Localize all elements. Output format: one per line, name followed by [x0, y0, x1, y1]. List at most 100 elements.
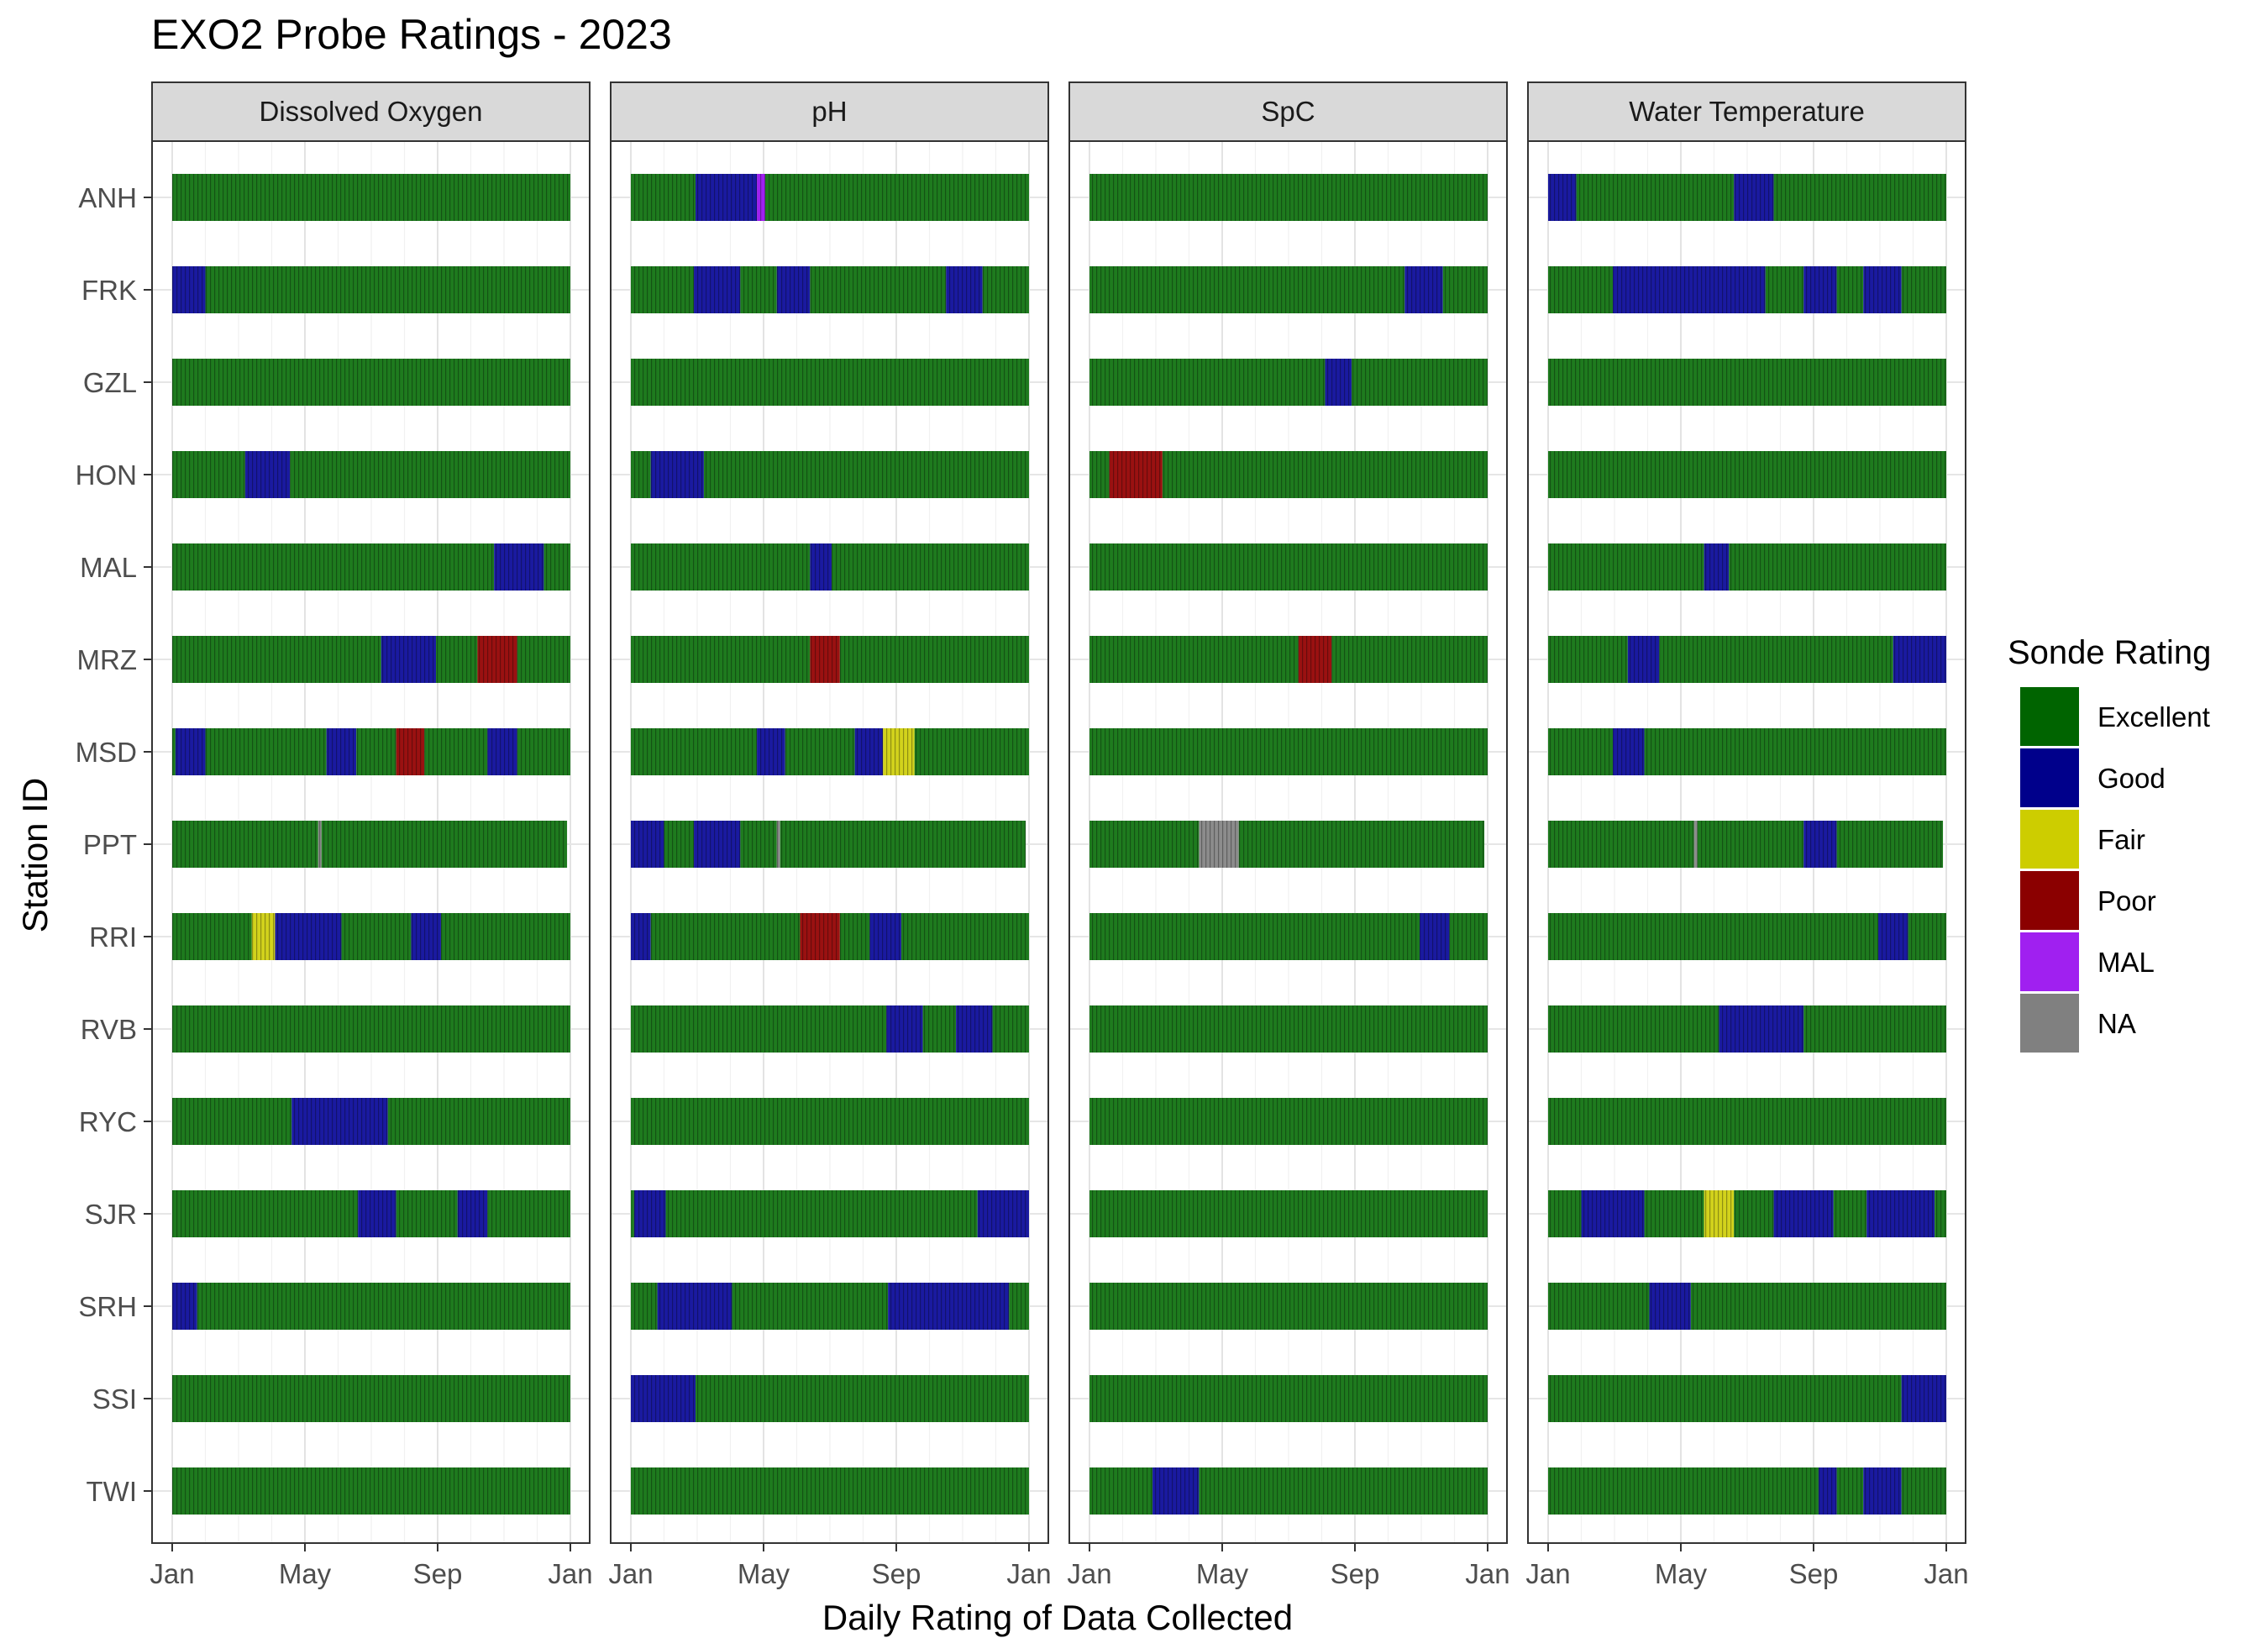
x-tick-label: Sep [1331, 1558, 1380, 1589]
bar-segment-texture [1704, 543, 1730, 591]
bar-segment-texture [1089, 451, 1110, 498]
row-spc-msd [1089, 728, 1488, 775]
y-tick-label: PPT [83, 829, 137, 860]
bar-segment-texture [633, 1190, 666, 1237]
bar-segment-texture [1866, 1190, 1935, 1237]
bar-segment-texture [664, 821, 695, 868]
bar-segment-texture [517, 728, 570, 775]
bar-segment-texture [1152, 1467, 1200, 1515]
x-tick-label: Jan [1465, 1558, 1509, 1589]
row-spc-srh [1089, 1283, 1488, 1330]
row-spc-gzl [1089, 359, 1488, 406]
bar-segment-texture [172, 1283, 197, 1330]
bar-segment-texture [1649, 1283, 1691, 1330]
bar-segment-texture [1548, 1283, 1650, 1330]
row-water-temperature-mal [1548, 543, 1946, 591]
legend-key-fair [2020, 810, 2079, 869]
bar-segment-texture [172, 1467, 570, 1515]
strip-label-water-temperature: Water Temperature [1629, 96, 1865, 127]
bar-segment-texture [172, 451, 245, 498]
bar-segment-texture [175, 728, 206, 775]
bar-segment-texture [694, 266, 741, 313]
legend-label-mal: MAL [2097, 947, 2155, 978]
bar-segment-texture [657, 1283, 732, 1330]
bar-segment-texture [1548, 728, 1614, 775]
bar-segment-texture [172, 359, 570, 406]
row-dissolved-oxygen-mrz [172, 636, 570, 683]
bar-segment-texture [694, 821, 741, 868]
row-dissolved-oxygen-hon [172, 451, 570, 498]
bar-segment-texture [631, 451, 651, 498]
bar-segment-texture [172, 1190, 359, 1237]
bar-segment-texture [244, 451, 291, 498]
panel-border-ph [610, 140, 1049, 1544]
bar-segment-texture [172, 913, 252, 960]
bar-segment-texture [1089, 543, 1488, 591]
bar-segment-texture [800, 913, 840, 960]
bar-segment-texture [839, 913, 870, 960]
bar-segment-texture [1548, 1375, 1902, 1422]
row-ph-gzl [631, 359, 1029, 406]
bar-segment-texture [1442, 266, 1488, 313]
bar-segment-texture [1836, 1467, 1864, 1515]
bar-segment-texture [1548, 359, 1946, 406]
bar-segment-texture [1729, 543, 1946, 591]
legend-title: Sonde Rating [2008, 634, 2211, 671]
row-spc-rri [1089, 913, 1488, 960]
bar-segment-texture [956, 1005, 993, 1053]
bar-segment-texture [900, 913, 1029, 960]
bar-segment-texture [1644, 1190, 1704, 1237]
bar-segment-texture [1548, 543, 1704, 591]
legend-item-excellent: Excellent [2020, 687, 2210, 746]
bar-segment-texture [396, 728, 425, 775]
bar-segment-texture [776, 266, 811, 313]
panel-border-water-temperature [1527, 140, 1966, 1544]
bar-segment-texture [275, 913, 342, 960]
bar-segment-texture [172, 543, 495, 591]
bar-segment-texture [318, 821, 322, 868]
bar-segment-texture [1548, 174, 1577, 221]
bar-segment-texture [424, 728, 488, 775]
bar-segment-texture [1734, 1190, 1774, 1237]
row-ph-srh [631, 1283, 1029, 1330]
row-dissolved-oxygen-rri [172, 913, 570, 960]
bar-segment-texture [172, 821, 318, 868]
x-tick-label: Jan [1067, 1558, 1111, 1589]
bar-segment-texture [205, 266, 570, 313]
y-tick-label: MAL [80, 552, 137, 583]
bar-segment-texture [1548, 821, 1694, 868]
row-spc-ryc [1089, 1098, 1488, 1145]
x-tick-label: Jan [1006, 1558, 1051, 1589]
bar-segment-texture [665, 1190, 978, 1237]
strip-dissolved-oxygen [151, 81, 591, 142]
bar-segment-texture [696, 1375, 1029, 1422]
row-water-temperature-sjr [1548, 1190, 1946, 1237]
bar-segment-texture [810, 636, 840, 683]
bar-segment-texture [1613, 266, 1766, 313]
bar-segment-texture [740, 821, 777, 868]
row-dissolved-oxygen-rvb [172, 1005, 570, 1053]
bar-segment-texture [1548, 451, 1946, 498]
bar-segment-texture [1331, 636, 1488, 683]
legend-item-good: Good [2020, 748, 2166, 807]
row-water-temperature-ssi [1548, 1375, 1946, 1422]
bar-segment-texture [1836, 266, 1864, 313]
bar-segment-texture [650, 913, 801, 960]
bar-segment-texture [172, 1375, 570, 1422]
row-ph-twi [631, 1467, 1029, 1515]
row-water-temperature-rri [1548, 913, 1946, 960]
bar-segment-texture [1298, 636, 1332, 683]
bar-segment-texture [810, 543, 832, 591]
bar-segment-texture [1089, 1190, 1488, 1237]
bar-segment-texture [1901, 1375, 1946, 1422]
bar-segment-texture [1089, 359, 1326, 406]
y-tick-label: FRK [81, 275, 137, 306]
bar-segment-texture [1162, 451, 1488, 498]
bar-segment-texture [1803, 821, 1837, 868]
bar-segment-texture [1863, 266, 1902, 313]
bar-segment-texture [1803, 266, 1837, 313]
bar-segment-texture [358, 1190, 396, 1237]
legend-item-na: NA [2020, 994, 2136, 1053]
row-water-temperature-gzl [1548, 359, 1946, 406]
bar-segment-texture [1863, 1467, 1902, 1515]
